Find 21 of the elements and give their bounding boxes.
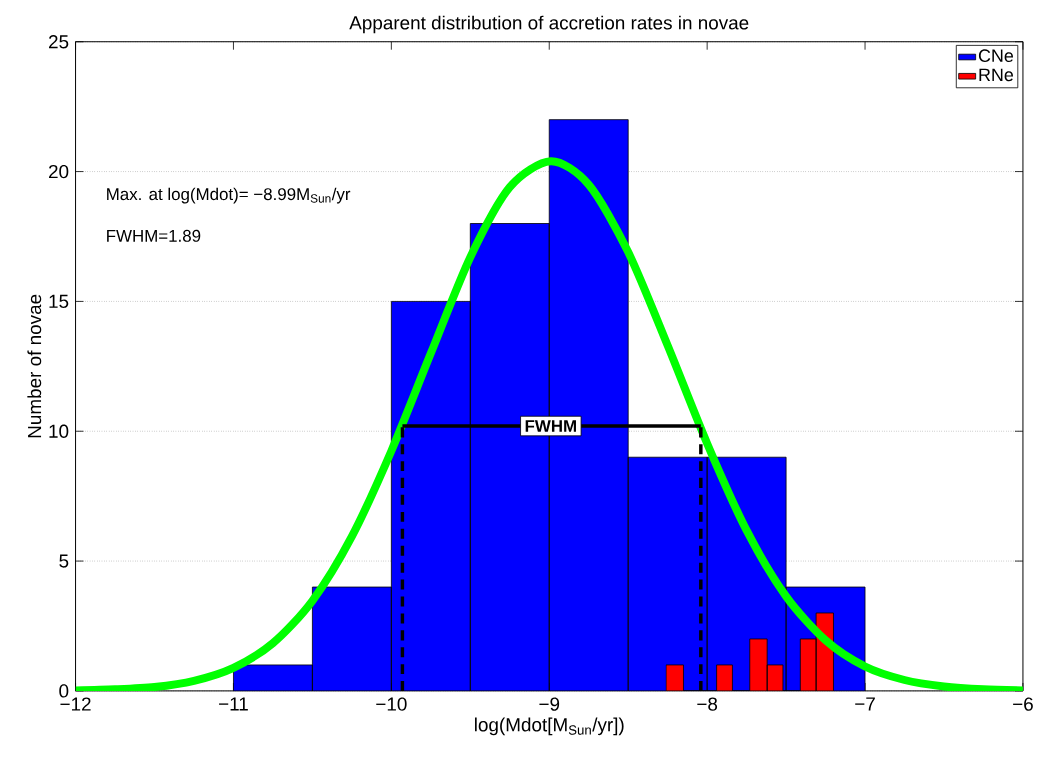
annotation: FWHM=1.89 [107,229,201,242]
y-tick-label: 15 [49,294,69,308]
y-axis-title: Number of novae [27,294,42,437]
x-tick-label: −9 [539,697,560,711]
x-axis-title: log(Mdot[M$_{Sun}$/yr]) [475,717,624,735]
annotation: Max. at log(Mdot)= −8.99M$_{Sun}$/yr [107,187,351,204]
x-tick-label: −8 [697,697,718,711]
legend-label: CNe [978,49,1014,62]
x-tick-label: −10 [376,697,407,711]
y-tick-label: 0 [59,683,69,698]
x-tick-label: −6 [1013,697,1033,711]
x-tick-label: −12 [60,697,91,711]
y-tick-label: 5 [59,554,69,568]
y-tick-label: 20 [49,164,69,179]
y-tick-label: 10 [49,424,69,438]
x-tick-label: −11 [219,697,248,711]
y-tick-label: 25 [49,34,69,49]
chart-title: Apparent distribution of accretion rates in novae [349,15,749,34]
legend-label: RNe [979,68,1014,81]
annotation: FWHM [525,420,576,432]
x-tick-label: −7 [855,697,875,711]
